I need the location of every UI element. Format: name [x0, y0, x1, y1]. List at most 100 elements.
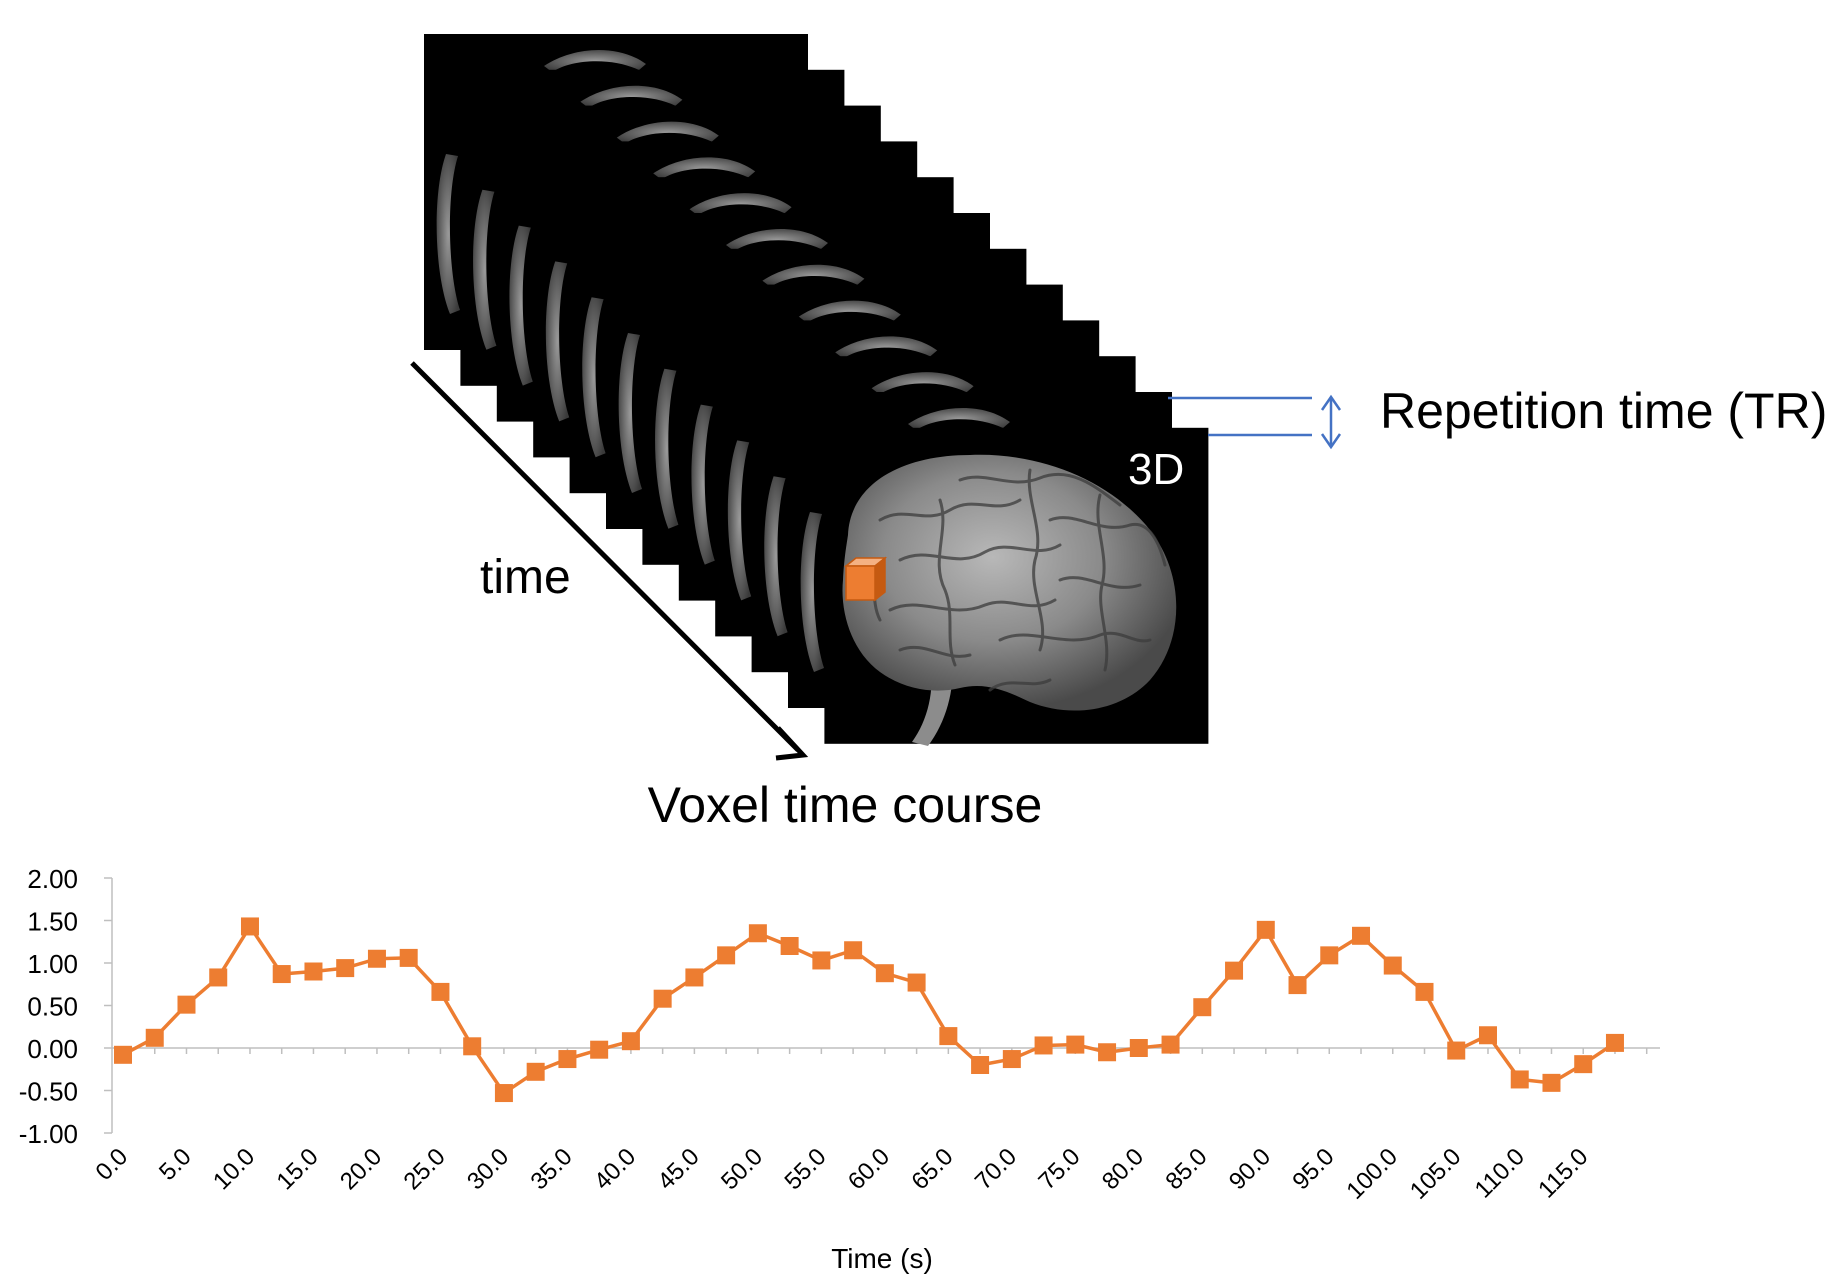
- brain-fold: [1027, 468, 1045, 652]
- voxel-cube-icon: [843, 556, 888, 602]
- y-axis: 2.00 1.50 1.00 0.50 0.00 -0.50 -1.00: [19, 864, 113, 1149]
- brain-slice-edge: [473, 189, 497, 350]
- data-point: [875, 964, 894, 983]
- x-tick-label: 0.0: [91, 1143, 134, 1186]
- data-point: [1129, 1039, 1148, 1057]
- data-point: [717, 946, 736, 965]
- frame-3d-label: 3D: [1128, 445, 1184, 494]
- brain-slice-edge: [727, 440, 752, 601]
- series-path: [122, 924, 1616, 1095]
- data-point: [1002, 1050, 1021, 1069]
- data-point: [177, 995, 196, 1014]
- data-point: [463, 1037, 482, 1056]
- brain-slice-edge: [764, 476, 788, 637]
- brain-fold: [888, 598, 1057, 612]
- x-tick-label: 35.0: [526, 1143, 578, 1195]
- brain-slice-edge: [691, 404, 715, 565]
- voxel-time-course-chart: 2.00 1.50 1.00 0.50 0.00 -0.50 -1.00 0.0 5.0 10.…: [19, 864, 1660, 1274]
- brain-slice-edge: [582, 297, 606, 458]
- brain-fold: [1058, 576, 1142, 589]
- brain-slice-top: [762, 264, 865, 287]
- x-axis: 0.0 5.0 10.0 15.0 20.0 25.0 30.0 35.0 40.0 45.0 50…: [91, 1047, 1660, 1205]
- data-point: [1478, 1026, 1497, 1045]
- data-point: [209, 968, 228, 987]
- x-tick-label: 10.0: [208, 1143, 260, 1195]
- y-tick-label: 1.50: [27, 907, 78, 937]
- brain-slice-top: [689, 193, 792, 216]
- data-point: [1447, 1041, 1466, 1060]
- data-point: [431, 982, 450, 1001]
- data-point: [1288, 976, 1307, 995]
- data-point: [558, 1050, 577, 1069]
- x-tick-label: 105.0: [1405, 1143, 1467, 1205]
- series-line: [114, 917, 1624, 1103]
- data-point: [1066, 1035, 1085, 1054]
- y-tick-label: 2.00: [27, 864, 78, 894]
- data-point: [812, 951, 831, 970]
- data-point: [780, 937, 799, 955]
- data-point: [240, 917, 259, 936]
- brain-slice-top: [871, 372, 974, 395]
- x-tick-label: 15.0: [272, 1143, 324, 1195]
- data-point: [399, 948, 418, 967]
- data-point: [939, 1027, 958, 1046]
- x-tick-label: 90.0: [1224, 1143, 1276, 1195]
- brain-fold: [937, 498, 957, 667]
- section-title: Voxel time course: [648, 777, 1043, 833]
- data-point: [304, 962, 323, 981]
- time-arrow-label: time: [480, 551, 571, 604]
- brain-slice-top: [580, 85, 683, 108]
- y-tick-label: 1.00: [27, 949, 78, 979]
- x-tick-label: 115.0: [1533, 1143, 1593, 1203]
- brain-fold: [958, 472, 1122, 507]
- x-tick-label: 65.0: [906, 1143, 958, 1195]
- brain-slice-edge: [436, 154, 460, 314]
- brain-fold: [1096, 493, 1109, 672]
- data-point: [1352, 926, 1371, 945]
- x-tick-label: 20.0: [335, 1143, 387, 1195]
- data-point: [1510, 1070, 1529, 1089]
- x-tick-label: 25.0: [399, 1143, 451, 1195]
- x-tick-label: 85.0: [1160, 1143, 1212, 1195]
- data-point: [114, 1045, 132, 1064]
- y-tick-label: -0.50: [19, 1077, 78, 1107]
- y-tick-label: 0.50: [27, 992, 78, 1022]
- x-tick-label: 55.0: [779, 1143, 831, 1195]
- x-tick-label: 50.0: [716, 1143, 768, 1195]
- data-point: [844, 941, 863, 960]
- brain-slice-top: [835, 336, 938, 359]
- data-point: [653, 989, 672, 1008]
- data-point: [272, 965, 291, 984]
- data-point: [336, 959, 355, 978]
- x-tick-label: 5.0: [154, 1143, 197, 1186]
- brain-fold: [988, 678, 1052, 692]
- data-point: [145, 1028, 164, 1047]
- brain-fold: [998, 631, 1152, 643]
- data-point: [1225, 961, 1244, 980]
- data-point: [621, 1032, 640, 1051]
- x-tick-label: 40.0: [589, 1143, 641, 1195]
- data-point: [1415, 982, 1434, 1001]
- data-point: [1383, 956, 1402, 975]
- tr-bracket: [1168, 394, 1342, 450]
- brain-fold: [878, 498, 1022, 522]
- brain-rendering: 3D: [842, 445, 1184, 746]
- brain-slice-edge: [545, 261, 570, 422]
- x-tick-label: 110.0: [1470, 1143, 1530, 1203]
- x-tick-label: 75.0: [1033, 1143, 1085, 1195]
- data-point: [1574, 1055, 1593, 1074]
- brain-slice-top: [544, 49, 646, 72]
- brain-slice-top: [653, 157, 756, 180]
- brain-slice-edge: [800, 512, 824, 672]
- x-tick-label: 30.0: [462, 1143, 514, 1195]
- data-point: [526, 1062, 545, 1081]
- data-point: [1542, 1073, 1561, 1092]
- x-tick-label: 45.0: [653, 1143, 705, 1195]
- tr-label: Repetition time (TR): [1380, 383, 1827, 439]
- brain-fold: [1048, 516, 1167, 567]
- brain-slice-top: [616, 121, 719, 144]
- x-axis-title: Time (s): [831, 1243, 933, 1274]
- brain-slice-edge: [509, 225, 533, 386]
- brain-slice-top: [726, 228, 828, 251]
